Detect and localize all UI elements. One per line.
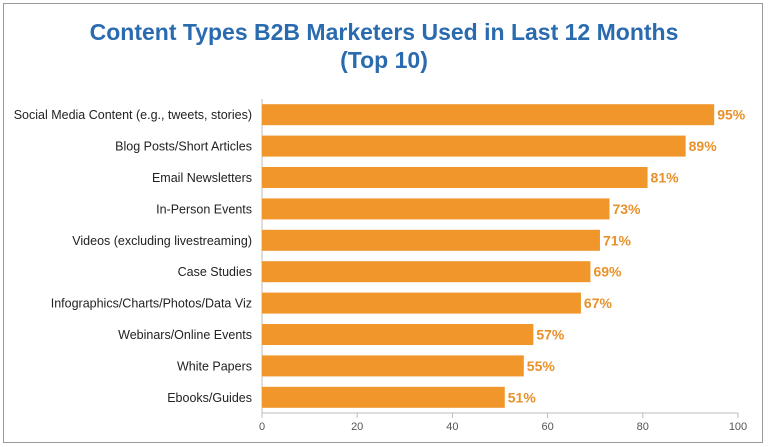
x-tick-label: 20 [351,421,363,433]
category-label: Videos (excluding livestreaming) [72,234,252,248]
category-label: Ebooks/Guides [167,391,252,405]
value-label: 51% [508,389,537,405]
value-label: 57% [536,327,565,343]
value-label: 73% [612,201,641,217]
bar [262,135,686,157]
bar [262,167,648,188]
bar [262,292,581,314]
bar [262,261,591,283]
value-label: 95% [717,107,746,123]
category-label: Social Media Content (e.g., tweets, stor… [14,108,252,122]
x-tick-label: 100 [729,421,747,433]
category-label: Infographics/Charts/Photos/Data Viz [51,297,252,311]
value-label: 71% [603,232,632,248]
chart-title: Content Types B2B Marketers Used in Last… [89,19,679,45]
bar [262,104,715,126]
x-tick-label: 80 [637,421,649,433]
value-label: 55% [527,358,556,374]
category-label: White Papers [177,359,252,373]
chart-subtitle: (Top 10) [340,47,428,73]
bar [262,229,600,251]
category-label: Email Newsletters [152,171,252,185]
x-tick-label: 0 [259,421,265,433]
category-label: Case Studies [178,265,252,279]
value-label: 67% [584,295,613,311]
bar [262,324,534,345]
value-label: 81% [651,170,680,186]
bar [262,386,505,408]
x-tick-label: 40 [446,421,458,433]
value-label: 89% [689,138,718,154]
chart-title-block: Content Types B2B Marketers Used in Last… [0,18,768,74]
category-label: Webinars/Online Events [118,328,252,342]
bar [262,355,524,377]
category-label: In-Person Events [156,202,252,216]
value-label: 69% [593,264,622,280]
category-label: Blog Posts/Short Articles [115,140,252,154]
x-tick-label: 60 [541,421,553,433]
bar [262,198,610,220]
